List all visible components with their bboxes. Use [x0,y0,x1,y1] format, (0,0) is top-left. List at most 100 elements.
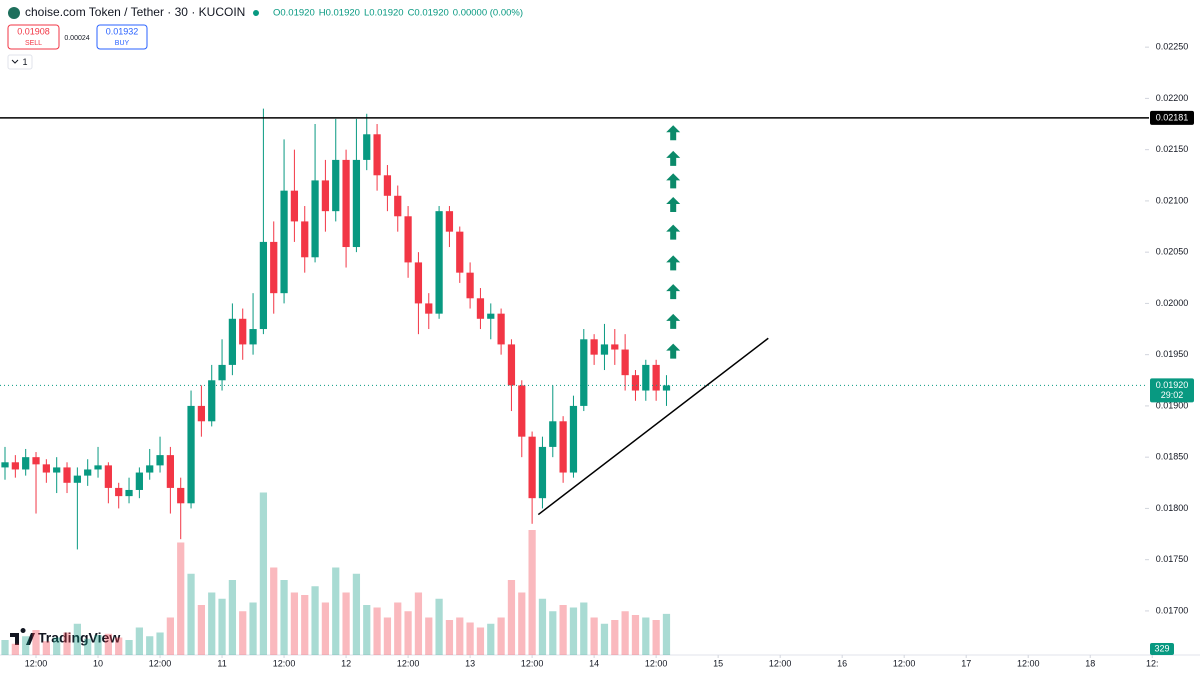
volume-bar [11,643,19,655]
x-tick-label: 14 [589,658,599,668]
candle-body [249,329,257,345]
up-arrow [666,284,681,300]
volume-bar [549,611,557,655]
volume-bar [662,613,671,655]
candle-body [280,190,288,294]
candle-body [414,262,423,304]
brand-name: TradingView [38,630,120,646]
candle-body [197,405,206,422]
candle-body [652,364,660,391]
x-tick-label: 10 [93,658,103,668]
candle-body [404,216,412,263]
candle-body [528,436,536,499]
volume-bar [600,623,609,655]
volume-bar [63,632,71,655]
candle-body [487,313,495,319]
volume-bar [280,580,288,655]
candle-body [621,349,629,376]
volume-bar [94,635,102,655]
ohlc-value: H0.01920 [319,8,360,19]
volume-bar [404,611,412,655]
up-arrow [666,313,681,329]
candle-body [166,455,174,488]
candle-body [600,344,609,355]
volume-bar [22,636,30,655]
y-tick-label: 0.02100 [1156,195,1189,205]
volume-bar [569,607,578,655]
volume-bar [311,586,319,655]
candle-body [435,211,443,314]
volume-bar [177,542,185,655]
candle-body [146,465,154,473]
candle-body [228,318,237,365]
candle-body [290,190,299,222]
candle-body [538,446,547,499]
volume-bar [383,617,392,655]
candle-body [218,364,226,381]
x-tick-label: 11 [217,658,226,668]
volume-bar [642,617,650,655]
y-tick-label: 0.01750 [1156,554,1189,564]
candle-body [569,405,578,473]
volume-bar [373,607,381,655]
candle-body [373,134,381,176]
volume-bar [487,623,495,655]
volume-tag [1150,643,1174,655]
volume-bar [652,620,660,655]
candle-body [32,457,40,465]
candle-body [342,159,350,248]
volume-bar [414,592,423,655]
volume-bar [104,633,112,655]
volume-bar [580,602,588,655]
volume-bar [270,567,278,655]
candle-body [22,457,30,470]
volume-bar [156,632,164,655]
volume-bar [42,641,50,655]
up-arrow [666,224,681,240]
volume-bar [435,598,443,655]
spread: 0.00024 [64,35,89,42]
indicator-count: 1 [22,57,27,67]
trendline [537,337,769,516]
volume-bar [590,617,598,655]
volume-bar [476,627,485,655]
volume-bar [228,580,237,655]
volume-bar [32,630,40,655]
y-tick-label: 0.01900 [1156,400,1189,410]
candle-body [259,241,268,330]
volume-bar [507,580,516,655]
volume-bar [394,602,402,655]
ohlc-value: L0.01920 [364,8,404,19]
candle-body [611,344,619,350]
last-price-label: 0.01920 [1156,380,1189,390]
volume-bar [332,567,340,655]
candle-body [352,159,361,248]
candle-body [42,464,50,473]
candle-body [662,385,671,391]
volume-bar [259,492,268,655]
up-arrow [666,255,681,271]
y-tick-label: 0.01800 [1156,503,1189,513]
x-tick-label: 15 [713,658,723,668]
candle-body [507,344,516,386]
buy-button[interactable] [96,24,148,50]
caret [11,59,19,64]
x-tick-label: 12: [1146,658,1159,668]
volume-bar [528,530,536,655]
candle-body [84,469,92,476]
candle-body [549,421,557,447]
resistance-tag [1150,110,1194,125]
x-tick-label: 13 [465,658,475,668]
candle-body [73,475,81,483]
y-tick-label: 0.02150 [1156,144,1189,154]
sell-button[interactable] [7,24,60,50]
ohlc-value: C0.01920 [408,8,449,19]
candle-body [425,303,433,314]
sell-label: SELL [25,40,42,47]
indicator-toggle[interactable] [7,54,33,70]
volume-bar [1,640,9,655]
status-dot [253,10,259,16]
volume-bar [445,620,454,655]
candle-body [208,380,216,422]
candle-body [445,211,454,232]
